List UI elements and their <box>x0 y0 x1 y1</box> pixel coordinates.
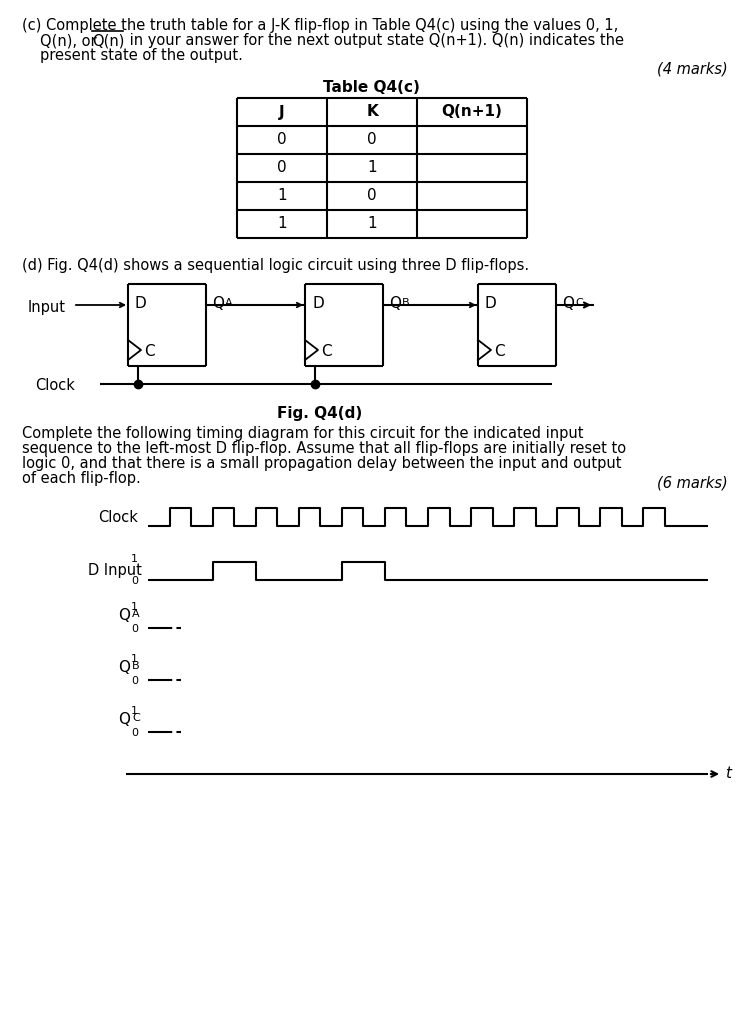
Text: Q: Q <box>562 296 574 311</box>
Text: t: t <box>725 767 731 781</box>
Text: C: C <box>132 713 139 723</box>
Text: B: B <box>132 662 139 671</box>
Text: D: D <box>485 296 496 311</box>
Text: 1: 1 <box>131 554 138 564</box>
Text: (6 marks): (6 marks) <box>657 475 728 490</box>
Text: 0: 0 <box>278 132 287 147</box>
Text: A: A <box>132 609 139 618</box>
Text: Complete the following timing diagram for this circuit for the indicated input: Complete the following timing diagram fo… <box>22 426 583 441</box>
Text: (d) Fig. Q4(d) shows a sequential logic circuit using three D flip-flops.: (d) Fig. Q4(d) shows a sequential logic … <box>22 258 529 273</box>
Text: Table Q4(c): Table Q4(c) <box>323 80 419 95</box>
Text: Q(n+1): Q(n+1) <box>441 104 502 120</box>
Text: D Input: D Input <box>88 563 142 579</box>
Text: Q: Q <box>389 296 401 311</box>
Text: Clock: Clock <box>98 510 138 524</box>
Text: in your answer for the next output state Q(n+1). Q(n) indicates the: in your answer for the next output state… <box>125 33 624 48</box>
Text: 1: 1 <box>367 161 377 175</box>
Text: 0: 0 <box>278 161 287 175</box>
Text: Input: Input <box>28 300 66 315</box>
Text: 0: 0 <box>131 728 138 738</box>
Text: Clock: Clock <box>35 378 75 393</box>
Text: C: C <box>321 344 332 359</box>
Text: 1: 1 <box>367 216 377 231</box>
Text: 1: 1 <box>131 706 138 716</box>
Text: 0: 0 <box>367 188 377 204</box>
Text: of each flip-flop.: of each flip-flop. <box>22 471 141 486</box>
Text: (4 marks): (4 marks) <box>657 62 728 77</box>
Text: Q(n): Q(n) <box>92 33 125 48</box>
Text: present state of the output.: present state of the output. <box>40 48 243 63</box>
Text: Fig. Q4(d): Fig. Q4(d) <box>278 406 363 421</box>
Text: (c) Complete the truth table for a J-K flip-flop in Table Q4(c) using the values: (c) Complete the truth table for a J-K f… <box>22 18 618 33</box>
Text: J: J <box>279 104 285 120</box>
Text: K: K <box>366 104 378 120</box>
Text: Q(n), or: Q(n), or <box>40 33 101 48</box>
Text: 1: 1 <box>278 188 287 204</box>
Text: D: D <box>135 296 147 311</box>
Text: 1: 1 <box>131 602 138 612</box>
Text: A: A <box>225 298 233 308</box>
Text: Q: Q <box>118 660 130 675</box>
Text: Q: Q <box>118 712 130 727</box>
Text: 0: 0 <box>367 132 377 147</box>
Text: sequence to the left-most D flip-flop. Assume that all flip-flops are initially : sequence to the left-most D flip-flop. A… <box>22 441 626 456</box>
Text: C: C <box>575 298 582 308</box>
Text: 1: 1 <box>131 654 138 664</box>
Text: 0: 0 <box>131 624 138 634</box>
Text: D: D <box>312 296 324 311</box>
Text: Q: Q <box>212 296 224 311</box>
Text: C: C <box>144 344 154 359</box>
Text: B: B <box>402 298 410 308</box>
Text: 0: 0 <box>131 676 138 686</box>
Text: 1: 1 <box>278 216 287 231</box>
Text: Q: Q <box>118 608 130 623</box>
Text: 0: 0 <box>131 575 138 586</box>
Text: C: C <box>494 344 505 359</box>
Text: logic 0, and that there is a small propagation delay between the input and outpu: logic 0, and that there is a small propa… <box>22 456 622 471</box>
